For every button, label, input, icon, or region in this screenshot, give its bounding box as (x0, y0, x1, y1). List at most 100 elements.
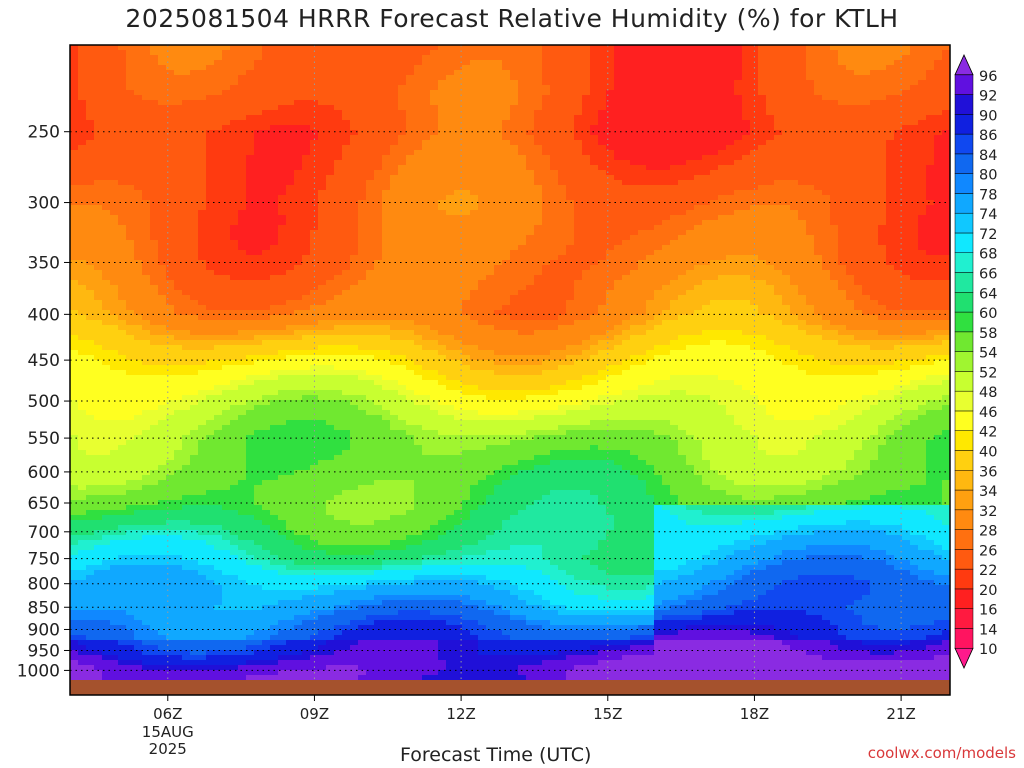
field-cell (70, 655, 79, 661)
field-cell (166, 290, 175, 296)
field-cell (286, 355, 295, 361)
field-cell (246, 580, 255, 586)
field-cell (286, 570, 295, 576)
field-cell (70, 540, 79, 546)
field-cell (366, 225, 375, 231)
field-cell (166, 370, 175, 376)
field-cell (238, 80, 247, 86)
field-cell (278, 605, 287, 611)
field-cell (366, 480, 375, 486)
field-cell (206, 375, 215, 381)
field-cell (174, 410, 183, 416)
field-cell (126, 500, 135, 506)
field-cell (286, 530, 295, 536)
field-cell (222, 275, 231, 281)
field-cell (142, 570, 151, 576)
field-cell (174, 285, 183, 291)
field-cell (326, 475, 335, 481)
field-cell (118, 335, 127, 341)
field-cell (262, 625, 271, 631)
field-cell (222, 100, 231, 106)
field-cell (214, 135, 223, 141)
field-cell (270, 285, 279, 291)
field-cell (358, 570, 367, 576)
field-cell (134, 45, 143, 51)
field-cell (326, 190, 335, 196)
field-cell (326, 55, 335, 61)
field-cell (374, 610, 383, 616)
field-cell (262, 305, 271, 311)
field-cell (366, 470, 375, 476)
field-cell (358, 445, 367, 451)
field-cell (230, 655, 239, 661)
field-cell (126, 310, 135, 316)
field-cell (326, 230, 335, 236)
field-cell (86, 185, 95, 191)
field-cell (174, 580, 183, 586)
field-cell (78, 535, 87, 541)
field-cell (94, 615, 103, 621)
field-cell (158, 590, 167, 596)
field-cell (86, 300, 95, 306)
field-cell (182, 515, 191, 521)
field-cell (350, 135, 359, 141)
field-cell (150, 525, 159, 531)
field-cell (166, 450, 175, 456)
field-cell (94, 140, 103, 146)
field-cell (278, 200, 287, 206)
field-cell (158, 320, 167, 326)
field-cell (126, 620, 135, 626)
field-cell (118, 315, 127, 321)
field-cell (286, 305, 295, 311)
field-cell (270, 130, 279, 136)
field-cell (294, 535, 303, 541)
field-cell (86, 640, 95, 646)
field-cell (206, 670, 215, 676)
field-cell (206, 80, 215, 86)
field-cell (70, 185, 79, 191)
field-cell (350, 365, 359, 371)
field-cell (222, 235, 231, 241)
field-cell (94, 235, 103, 241)
field-cell (358, 95, 367, 101)
field-cell (86, 270, 95, 276)
field-cell (270, 450, 279, 456)
field-cell (230, 385, 239, 391)
field-cell (198, 275, 207, 281)
field-cell (342, 350, 351, 356)
field-cell (334, 385, 343, 391)
field-cell (334, 300, 343, 306)
field-cell (102, 670, 111, 676)
field-cell (246, 535, 255, 541)
field-cell (358, 295, 367, 301)
field-cell (286, 65, 295, 71)
field-cell (102, 325, 111, 331)
field-cell (294, 260, 303, 266)
field-cell (318, 355, 327, 361)
field-cell (254, 475, 263, 481)
field-cell (278, 390, 287, 396)
field-cell (182, 205, 191, 211)
field-cell (190, 530, 199, 536)
field-cell (294, 75, 303, 81)
field-cell (286, 220, 295, 226)
field-cell (70, 670, 79, 676)
field-cell (158, 195, 167, 201)
field-cell (286, 255, 295, 261)
field-cell (182, 620, 191, 626)
field-cell (142, 45, 151, 51)
field-cell (374, 410, 383, 416)
field-cell (94, 320, 103, 326)
field-cell (182, 405, 191, 411)
field-cell (350, 195, 359, 201)
field-cell (302, 340, 311, 346)
field-cell (166, 345, 175, 351)
field-cell (254, 600, 263, 606)
field-cell (270, 195, 279, 201)
field-cell (358, 530, 367, 536)
field-cell (222, 320, 231, 326)
field-cell (334, 550, 343, 556)
field-cell (334, 80, 343, 86)
field-cell (150, 265, 159, 271)
field-cell (126, 610, 135, 616)
